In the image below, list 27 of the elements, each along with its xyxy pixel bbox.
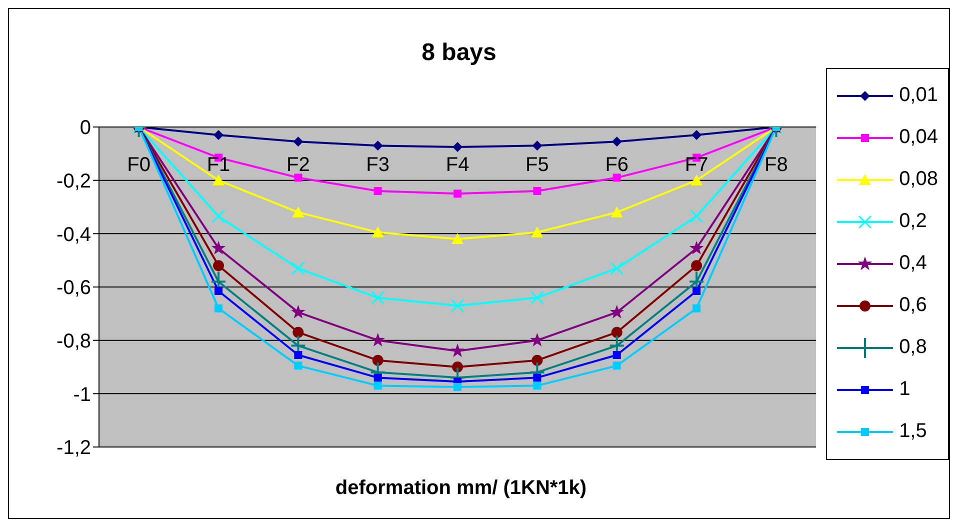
y-tick-label: 0 [80, 117, 91, 140]
legend-label: 0,08 [899, 168, 938, 191]
legend-label: 0,01 [899, 84, 938, 107]
legend-label: 0,6 [899, 294, 927, 317]
x-tick-label: F7 [684, 154, 708, 176]
x-tick-label: F5 [526, 154, 549, 176]
x-tick-label: F6 [605, 154, 629, 176]
chart-title: 8 bays [420, 39, 498, 67]
y-tick-label: -1,2 [56, 437, 91, 460]
y-tick-label: -1 [73, 384, 91, 406]
x-tick-label: F1 [206, 154, 230, 176]
legend-label: 0,8 [899, 336, 927, 359]
x-axis-title: deformation mm/ (1KN*1k) [334, 477, 588, 500]
x-tick-label: F4 [446, 154, 470, 176]
x-tick-label: F2 [286, 154, 310, 176]
legend-label: 1 [899, 378, 910, 401]
y-tick-label: -0,8 [56, 330, 91, 352]
legend-label: 0,2 [899, 210, 927, 233]
legend-label: 0,04 [899, 126, 938, 149]
y-tick-label: -0,4 [56, 224, 91, 246]
x-tick-label: F0 [127, 154, 151, 176]
y-tick-label: -0,2 [56, 170, 91, 192]
legend-label: 0,4 [899, 252, 927, 275]
x-tick-label: F3 [366, 154, 390, 176]
y-tick-label: -0,6 [56, 277, 91, 300]
x-tick-label: F8 [764, 154, 788, 176]
legend-label: 1,5 [899, 420, 927, 443]
